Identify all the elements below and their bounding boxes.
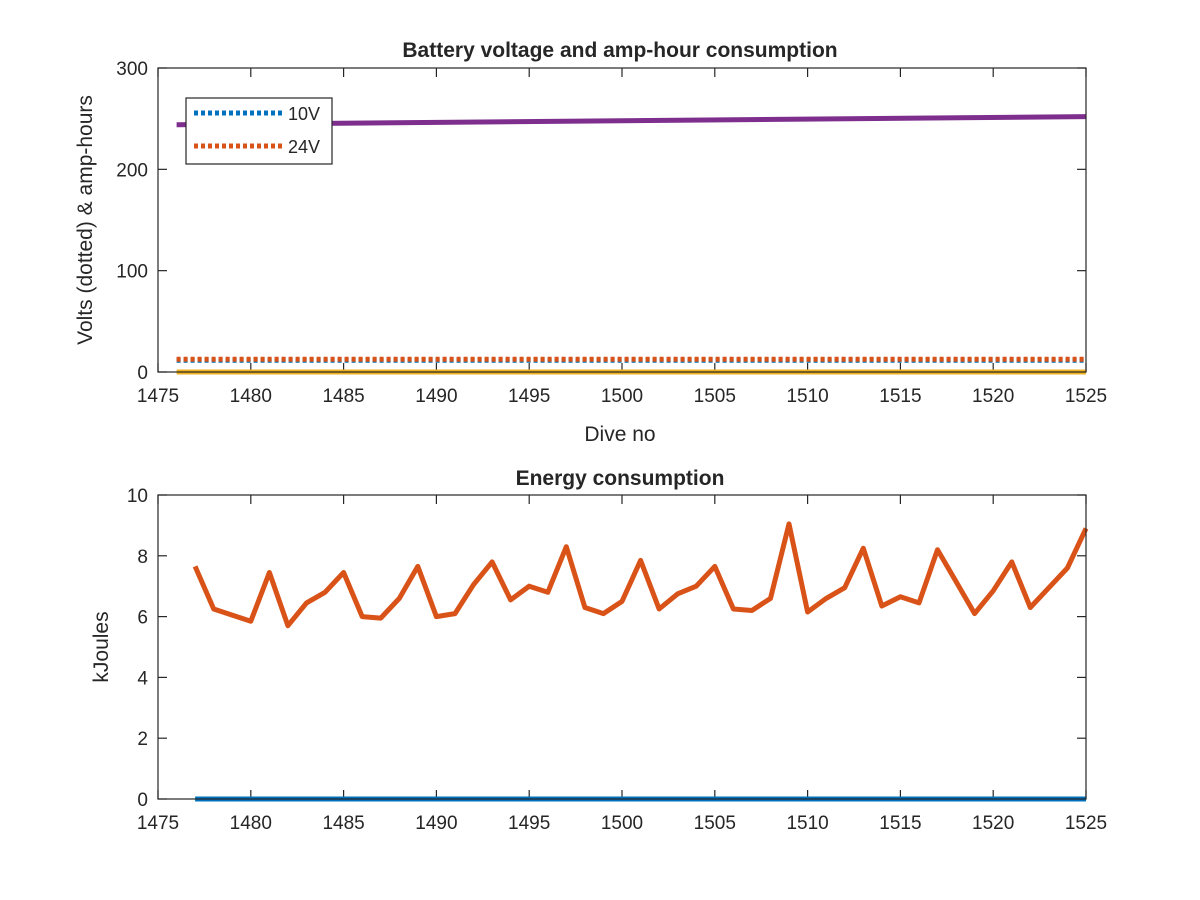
legend-box: [185, 97, 333, 165]
x-tick-label: 1515: [879, 813, 921, 834]
ticks: 1475 1480 1485 1490 1495 1500 1505 1510 1515 1520…: [116, 59, 1107, 407]
chart-title: Battery voltage and amp-hour consumption: [402, 39, 837, 62]
x-tick-label: 1525: [1065, 386, 1107, 407]
x-tick-label: 1510: [786, 386, 828, 407]
x-tick-label: 1515: [879, 386, 921, 407]
axes-voltage-amphours: Battery voltage and amp-hour consumption…: [74, 39, 1107, 446]
x-tick-label: 1490: [415, 813, 457, 834]
x-tick-label: 1490: [415, 386, 457, 407]
axes-frame: [157, 494, 1087, 800]
y-tick-label: 200: [116, 160, 148, 181]
ticks: 1475 1480 1485 1490 1495 1500 1505 1510 1515 1520…: [127, 486, 1107, 834]
x-tick-label: 1480: [230, 813, 272, 834]
x-tick-label: 1475: [137, 386, 179, 407]
x-tick-label: 1505: [694, 813, 736, 834]
series-line-2: [192, 521, 1089, 629]
x-tick-label: 1475: [137, 813, 179, 834]
x-tick-label: 1520: [972, 813, 1014, 834]
axes-frame: [157, 67, 1087, 373]
x-tick-label: 1525: [1065, 813, 1107, 834]
y-tick-label: 0: [137, 790, 148, 811]
y-tick-label: 100: [116, 262, 148, 283]
y-tick-label: 2: [137, 729, 148, 750]
y-axis-label: kJoules: [90, 611, 113, 682]
y-axis-label: Volts (dotted) & amp-hours: [74, 95, 97, 345]
series-group: [192, 521, 1089, 802]
x-tick-label: 1520: [972, 386, 1014, 407]
y-tick-label: 8: [137, 547, 148, 568]
x-axis-label: Dive no: [584, 423, 655, 446]
chart-title: Energy consumption: [516, 467, 725, 490]
y-tick-label: 4: [137, 668, 148, 689]
x-tick-label: 1485: [322, 386, 364, 407]
legend-label-24v: 24V: [288, 137, 320, 157]
axes-energy: Energy consumption kJoules 1475 1480 1485 1…: [90, 467, 1107, 834]
y-tick-label: 10: [127, 486, 148, 507]
x-tick-label: 1510: [786, 813, 828, 834]
x-tick-label: 1485: [322, 813, 364, 834]
x-tick-label: 1500: [601, 386, 643, 407]
legend-label-10v: 10V: [288, 104, 320, 124]
y-tick-label: 6: [137, 608, 148, 629]
x-tick-label: 1495: [508, 813, 550, 834]
x-tick-label: 1500: [601, 813, 643, 834]
legend: 10V 24V: [185, 97, 333, 165]
x-tick-label: 1480: [230, 386, 272, 407]
x-tick-label: 1495: [508, 386, 550, 407]
y-tick-label: 0: [137, 363, 148, 384]
x-tick-label: 1505: [694, 386, 736, 407]
y-tick-label: 300: [116, 59, 148, 80]
